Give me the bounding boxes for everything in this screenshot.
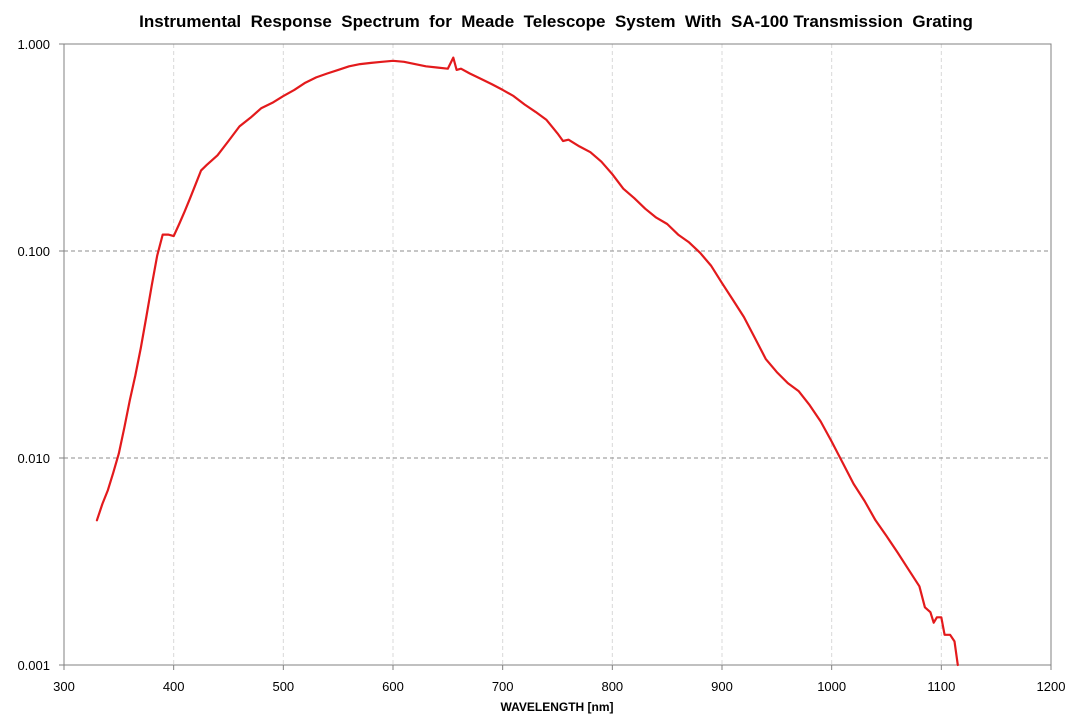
chart-title: Instrumental Response Spectrum for Meade… (139, 12, 973, 31)
x-tick-label: 900 (711, 679, 733, 694)
y-tick-label: 1.000 (17, 37, 50, 52)
x-tick-label: 800 (601, 679, 623, 694)
axis-ticks (59, 43, 1052, 670)
gridlines (64, 44, 1051, 665)
response-curve-line (95, 56, 959, 667)
y-tick-label: 0.010 (17, 451, 50, 466)
x-tick-label: 1100 (927, 679, 955, 694)
x-tick-label: 1200 (1037, 679, 1066, 694)
x-tick-label: 400 (163, 679, 185, 694)
y-tick-label: 0.100 (17, 244, 50, 259)
x-tick-label: 500 (272, 679, 294, 694)
x-tick-label: 1000 (817, 679, 846, 694)
tick-labels: 300 400 500 600 700 800 900 1000 1100 1200 0.001 0.… (17, 37, 1065, 694)
x-tick-label: 600 (382, 679, 404, 694)
x-axis-label: WAVELENGTH [nm] (500, 700, 613, 714)
x-tick-label: 300 (53, 679, 75, 694)
y-tick-label: 0.001 (17, 658, 50, 673)
plot-area-frame (63, 43, 1052, 666)
x-tick-label: 700 (492, 679, 514, 694)
